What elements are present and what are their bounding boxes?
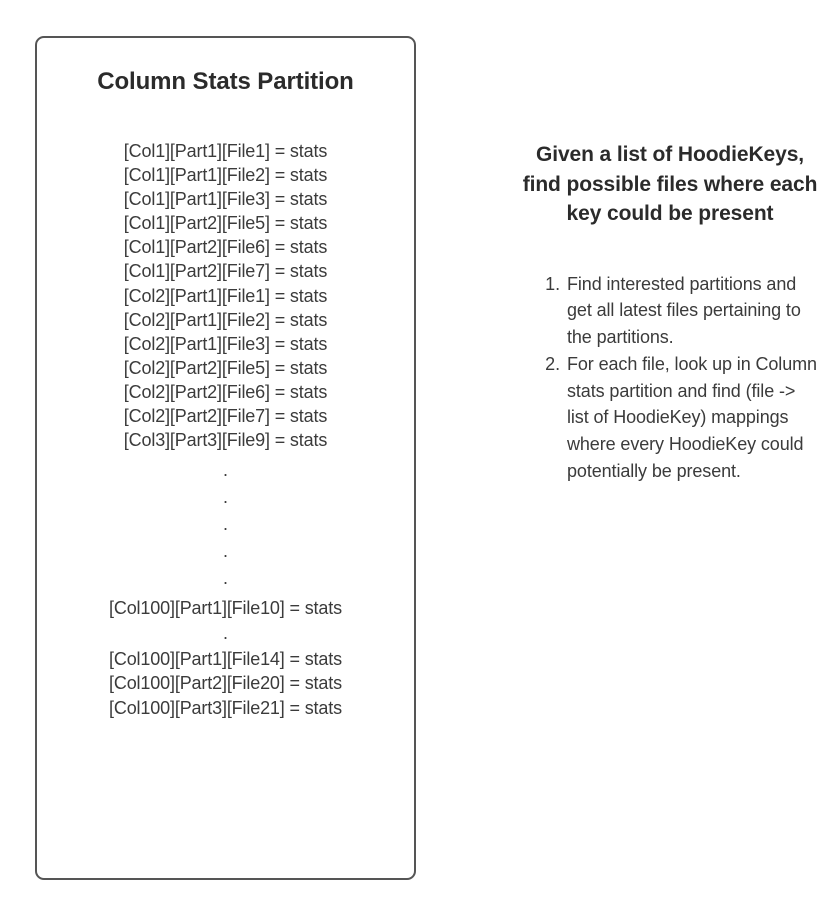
task-steps-list: Find interested partitions and get all l… — [520, 271, 820, 485]
stats-entry: [Col2][Part2][File6] = stats — [123, 381, 328, 402]
stats-entry: [Col1][Part2][File7] = stats — [123, 261, 328, 282]
stats-entry: [Col3][Part3][File9] = stats — [123, 430, 328, 451]
ellipsis-dot: . — [222, 623, 228, 644]
stats-entry: [Col100][Part1][File10] = stats — [109, 598, 342, 619]
task-step-item: Find interested partitions and get all l… — [520, 271, 801, 348]
ellipsis-dot: . — [222, 568, 228, 589]
stats-entry: [Col2][Part1][File3] = stats — [123, 333, 328, 354]
stats-entry: [Col1][Part2][File5] = stats — [123, 213, 328, 234]
stats-entry: [Col100][Part3][File21] = stats — [109, 697, 342, 718]
task-heading: Given a list of HoodieKeys, find possibl… — [522, 143, 818, 225]
stats-entry: [Col2][Part1][File1] = stats — [123, 285, 328, 306]
task-step-item: For each file, look up in Column stats p… — [520, 351, 817, 482]
stats-entry: [Col1][Part1][File1] = stats — [123, 141, 328, 161]
stats-entry: [Col100][Part2][File20] = stats — [109, 673, 342, 694]
ellipsis-dot: . — [222, 487, 228, 508]
panel-title: Column Stats Partition — [97, 68, 354, 95]
stats-entry: [Col2][Part1][File2] = stats — [123, 309, 328, 330]
stats-entry: [Col100][Part1][File14] = stats — [109, 649, 342, 670]
column-stats-partition-panel: Column Stats Partition [Col1][Part1][Fil… — [35, 36, 416, 880]
stats-entry: [Col2][Part2][File7] = stats — [123, 406, 328, 427]
stats-entry: [Col2][Part2][File5] = stats — [123, 357, 328, 378]
vertical-ellipsis: . . . . . — [37, 457, 414, 592]
ellipsis-dot: . — [222, 460, 228, 481]
ellipsis-dot: . — [222, 541, 228, 562]
stats-entry-list: [Col1][Part1][File1] = stats [Col1][Part… — [37, 139, 414, 720]
stats-entry: [Col1][Part1][File3] = stats — [123, 189, 328, 210]
stats-entry: [Col1][Part1][File2] = stats — [123, 165, 328, 186]
stats-entry: [Col1][Part2][File6] = stats — [123, 237, 328, 258]
task-description-panel: Given a list of HoodieKeys, find possibl… — [520, 140, 820, 485]
ellipsis-dot: . — [222, 514, 228, 535]
